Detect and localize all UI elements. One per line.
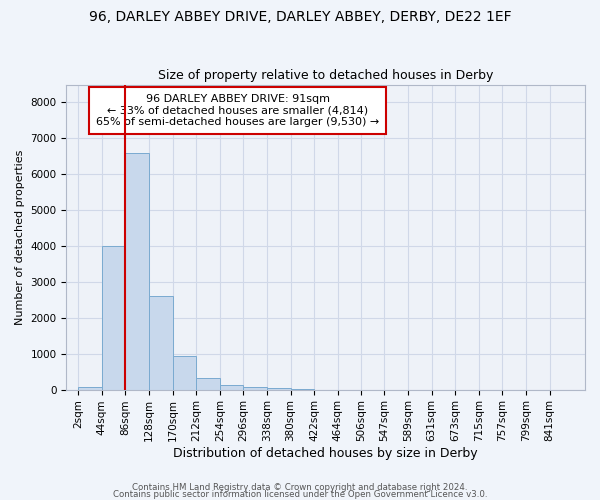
- Bar: [173, 356, 196, 390]
- Bar: [196, 378, 220, 390]
- Bar: [220, 386, 244, 390]
- Text: 96 DARLEY ABBEY DRIVE: 91sqm
← 33% of detached houses are smaller (4,814)
65% of: 96 DARLEY ABBEY DRIVE: 91sqm ← 33% of de…: [96, 94, 379, 127]
- Text: Contains public sector information licensed under the Open Government Licence v3: Contains public sector information licen…: [113, 490, 487, 499]
- Bar: [267, 388, 290, 390]
- Bar: [149, 296, 173, 390]
- X-axis label: Distribution of detached houses by size in Derby: Distribution of detached houses by size …: [173, 447, 478, 460]
- Bar: [78, 388, 102, 390]
- Text: 96, DARLEY ABBEY DRIVE, DARLEY ABBEY, DERBY, DE22 1EF: 96, DARLEY ABBEY DRIVE, DARLEY ABBEY, DE…: [89, 10, 511, 24]
- Bar: [244, 387, 267, 390]
- Y-axis label: Number of detached properties: Number of detached properties: [15, 150, 25, 325]
- Bar: [102, 246, 125, 390]
- Text: Contains HM Land Registry data © Crown copyright and database right 2024.: Contains HM Land Registry data © Crown c…: [132, 484, 468, 492]
- Title: Size of property relative to detached houses in Derby: Size of property relative to detached ho…: [158, 69, 493, 82]
- Bar: [125, 152, 149, 390]
